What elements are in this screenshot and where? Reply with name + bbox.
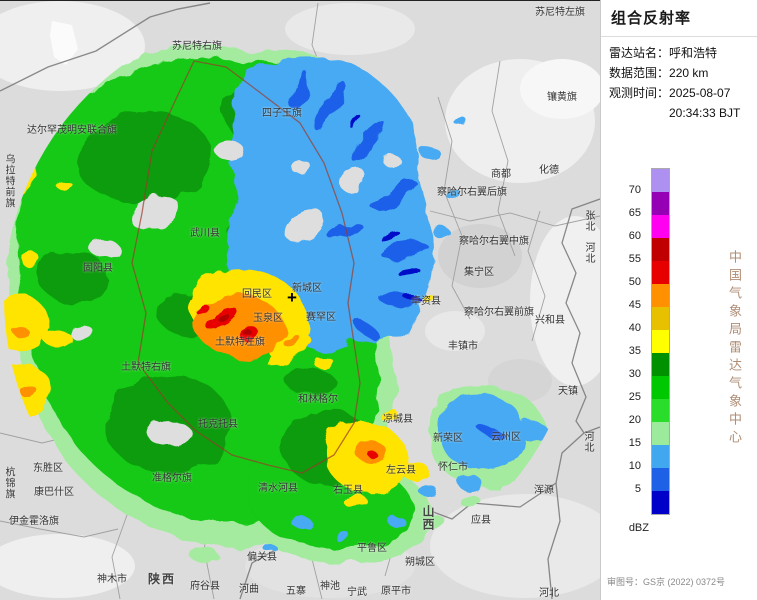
info-panel: 组合反射率 雷达站名：呼和浩特 数据范围：220 km 观测时间：2025-08… (600, 0, 757, 600)
municipal-boundary (131, 60, 361, 474)
legend-block (652, 238, 669, 261)
legend-block (652, 491, 669, 514)
legend-block (652, 399, 669, 422)
lake-shape (50, 21, 78, 65)
legend-value: 25 (628, 391, 641, 403)
agency-watermark: 中国气象局雷达气象中心 (727, 250, 742, 448)
radar-site-marker: + (287, 287, 297, 307)
radar-map: 苏尼特右旗 苏尼特左旗 四子王旗 镶黄旗 商都 化德 察哈尔右翼后旗 达尔罕茂明安联合旗 乌拉特… (0, 0, 600, 600)
legend-block (652, 468, 669, 491)
legend-value: 45 (628, 299, 641, 311)
legend-block (652, 192, 669, 215)
legend-value: 10 (628, 460, 641, 472)
echo-0dbz (349, 114, 424, 305)
legend-block (652, 261, 669, 284)
legend-block (652, 169, 669, 192)
radar-map-canvas (0, 1, 600, 600)
legend-value: 35 (628, 345, 641, 357)
legend-values: 70 65 60 55 50 45 40 35 30 25 20 15 10 5 (603, 168, 645, 514)
legend-block (652, 445, 669, 468)
legend-value: 5 (634, 483, 641, 495)
radar-echoes (4, 46, 549, 564)
echo-5dbz (291, 72, 504, 438)
echo-gaps (70, 139, 399, 447)
legend-value: 55 (628, 253, 641, 265)
station-value: 呼和浩特 (669, 46, 718, 60)
legend-bar (651, 168, 670, 515)
range-row: 数据范围：220 km (609, 63, 749, 83)
legend-block (652, 284, 669, 307)
legend-value: 60 (628, 230, 641, 242)
echo-55dbz (218, 314, 253, 337)
obstime-row: 观测时间：2025-08-07 (609, 83, 749, 103)
legend-value: 15 (628, 437, 641, 449)
obstime-label: 观测时间： (609, 86, 670, 100)
legend-value: 20 (628, 414, 641, 426)
map-approval-number: 审图号：GS京 (2022) 0372号 (607, 577, 726, 587)
range-value: 220 km (669, 66, 709, 80)
legend-value: 40 (628, 322, 641, 334)
reflectivity-legend: 70 65 60 55 50 45 40 35 30 25 20 15 10 5 dBZ (603, 168, 703, 568)
obstime-clock: 20:34:33 BJT (669, 106, 741, 120)
legend-block (652, 215, 669, 238)
product-title: 组合反射率 (611, 10, 692, 27)
legend-block (652, 376, 669, 399)
panel-header: 组合反射率 (601, 0, 757, 37)
station-label: 雷达站名： (609, 46, 670, 60)
legend-block (652, 422, 669, 445)
range-label: 数据范围： (609, 66, 670, 80)
legend-value: 70 (628, 184, 641, 196)
legend-value: 65 (628, 207, 641, 219)
echo-45dbz (12, 294, 388, 463)
station-row: 雷达站名：呼和浩特 (609, 43, 749, 63)
legend-value: 30 (628, 368, 641, 380)
legend-block (652, 307, 669, 330)
metadata-fields: 雷达站名：呼和浩特 数据范围：220 km 观测时间：2025-08-07 20… (601, 37, 757, 123)
legend-value: 50 (628, 276, 641, 288)
legend-unit-label: dBZ (628, 522, 649, 534)
legend-block (652, 353, 669, 376)
obstime-date: 2025-08-07 (669, 86, 731, 100)
legend-block (652, 330, 669, 353)
